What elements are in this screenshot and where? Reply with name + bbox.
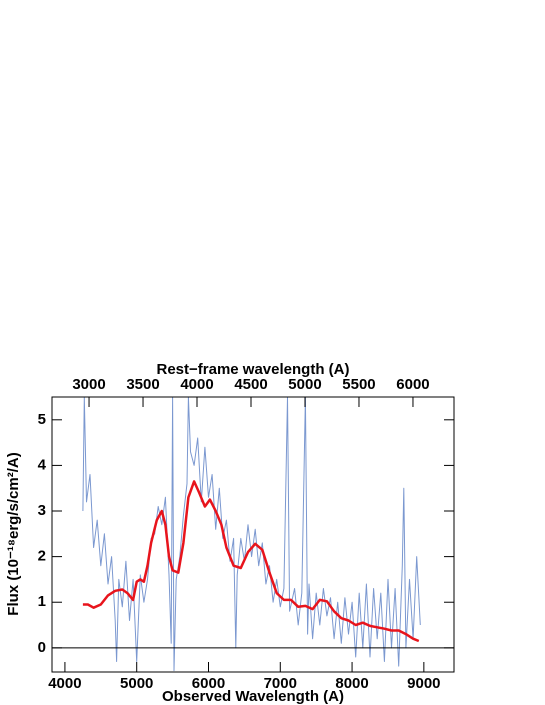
top-tick-label: 4500 <box>234 376 267 393</box>
top-tick-label: 5000 <box>288 376 321 393</box>
y-tick-label: 2 <box>38 548 46 565</box>
spectrum-line <box>82 397 421 672</box>
spectrum-line <box>82 480 420 643</box>
top-tick-label: 6000 <box>396 376 429 393</box>
x-tick-label: 5000 <box>120 675 153 692</box>
top-axis-label: Rest−frame wavelength (A) <box>157 361 350 378</box>
x-tick-label: 4000 <box>48 675 81 692</box>
top-tick-label: 3500 <box>126 376 159 393</box>
y-tick-label: 3 <box>38 502 46 519</box>
x-tick-label: 7000 <box>264 675 297 692</box>
x-tick-label: 8000 <box>335 675 368 692</box>
y-axis-label: Flux (10⁻¹⁸erg/s/cm²/A) <box>5 452 22 615</box>
y-tick-label: 4 <box>38 456 47 473</box>
y-tick-label: 5 <box>38 411 46 428</box>
y-tick-label: 0 <box>38 639 46 656</box>
plot-frame <box>51 396 455 673</box>
x-tick-label: 9000 <box>407 675 440 692</box>
top-tick-label: 5500 <box>342 376 375 393</box>
x-axis-label: Observed Wavelength (A) <box>162 688 344 705</box>
top-tick-label: 4000 <box>180 376 213 393</box>
x-tick-label: 6000 <box>192 675 225 692</box>
top-tick-label: 3000 <box>72 376 105 393</box>
y-tick-label: 1 <box>38 593 46 610</box>
